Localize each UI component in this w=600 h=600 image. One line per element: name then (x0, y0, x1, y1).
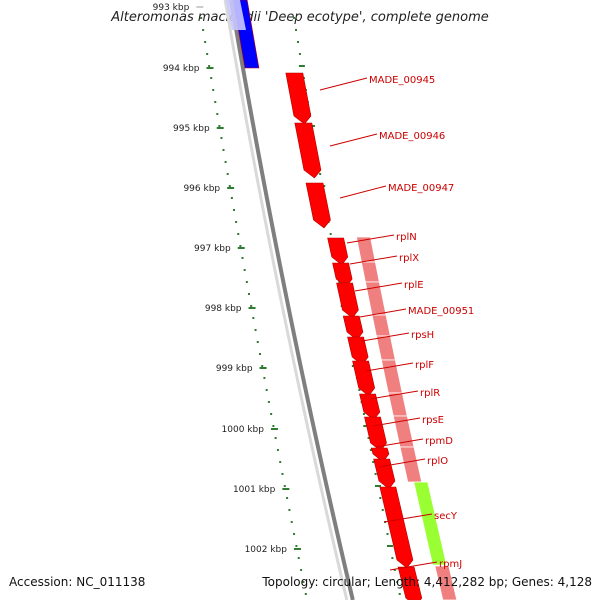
leader-line (346, 234, 395, 244)
gene-label: MADE_00946 (379, 131, 445, 142)
leader-line (372, 417, 421, 427)
cds-arrow (336, 282, 359, 319)
gene-label: rplX (399, 253, 419, 264)
cds-arrow (342, 315, 364, 341)
leader-line (354, 282, 403, 292)
leader-line (389, 561, 438, 571)
cds-arrow (379, 486, 414, 569)
operon-segment (375, 335, 396, 361)
leader-line (339, 185, 387, 199)
ruler-tick-label: 995 kbp (173, 124, 210, 134)
gene-label: rplN (396, 232, 417, 243)
cds-arrow (364, 416, 387, 452)
feature-track (226, 0, 423, 600)
operon-segment (364, 281, 387, 316)
leader-line (361, 332, 410, 342)
gene-label: rplE (404, 280, 424, 291)
ruler-tick-label: 1002 kbp (245, 545, 288, 555)
operon-segment (434, 565, 458, 600)
gene-label: rplF (415, 360, 434, 371)
backbone-shadow (223, 0, 349, 600)
accession-text: Accession: NC_011138 (9, 575, 146, 589)
ruler-tick-label: 999 kbp (216, 364, 253, 374)
backbone-line (229, 0, 355, 600)
gene-label: rplO (427, 456, 448, 467)
gene-label: MADE_00947 (388, 183, 454, 194)
gene-label: rplR (420, 388, 440, 399)
gene-label: rpmD (425, 436, 453, 447)
ruler-tick-label: 998 kbp (205, 304, 242, 314)
operon-segment (371, 314, 391, 337)
leader-line (359, 308, 407, 318)
ruler-minor-ticks (200, 17, 307, 595)
cds-arrow (294, 122, 322, 179)
cds-arrow (327, 237, 349, 266)
gene-label: rpsH (411, 330, 434, 341)
operon-track (355, 236, 458, 600)
ruler-tick-label: 997 kbp (194, 244, 231, 254)
ruler-major-ticks: 993 kbp 994 kbp 995 kbp 996 kbp 997 kbp 998 k… (153, 3, 301, 555)
gene-label: MADE_00951 (408, 306, 474, 317)
leader-line (369, 390, 419, 400)
cds-arrow (373, 458, 396, 490)
label-leader-lines (319, 77, 438, 571)
ruler-tick-label: 1001 kbp (233, 485, 276, 495)
gene-labels: MADE_00945 MADE_00946 MADE_00947 rplN rplX rp… (369, 75, 474, 570)
blue-feature-highlight (226, 0, 246, 30)
operon-segment (360, 261, 380, 283)
operon-segment (387, 392, 408, 417)
gene-label: secY (434, 511, 458, 522)
gene-label: rpmJ (439, 559, 462, 570)
map-title: Alteromonas macleodii 'Deep ecotype', co… (111, 10, 489, 25)
leader-line (349, 255, 398, 265)
green-feature (413, 481, 448, 566)
leader-line (375, 438, 424, 448)
ruler-tick-label: 1000 kbp (222, 425, 265, 435)
cds-arrow (370, 447, 390, 463)
leader-line (383, 513, 433, 523)
cds-arrow (285, 72, 312, 125)
leader-line (329, 133, 378, 147)
genome-summary-text: Topology: circular; Length: 4,412,282 bp… (262, 575, 592, 589)
leader-line (365, 362, 414, 372)
cds-arrow (359, 393, 381, 421)
gene-label: rpsE (422, 415, 444, 426)
ruler-tick-label: 993 kbp (153, 3, 190, 13)
cds-arrow (397, 566, 423, 600)
cds-arrow (305, 182, 331, 229)
leader-line (319, 77, 368, 91)
leader-line (378, 458, 426, 468)
ruler-tick-label: 996 kbp (183, 184, 220, 194)
ruler-tick-label: 994 kbp (163, 64, 200, 74)
operon-segment (399, 446, 423, 483)
genome-backbone (223, 0, 355, 600)
cds-arrow (352, 360, 376, 397)
gene-label: MADE_00945 (369, 75, 435, 86)
